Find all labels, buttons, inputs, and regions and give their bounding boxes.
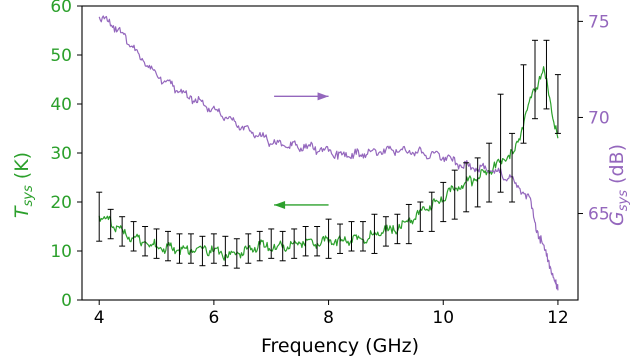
errorbar — [142, 226, 149, 257]
errorbar — [176, 233, 183, 264]
y-left-tick-label: 20 — [50, 193, 72, 213]
errorbar — [210, 233, 217, 264]
errorbar — [428, 191, 435, 232]
errorbar — [233, 238, 240, 269]
errorbar — [291, 228, 298, 259]
y-left-tick-label: 30 — [50, 144, 72, 164]
errorbar — [96, 191, 103, 242]
errorbar — [497, 93, 504, 193]
y-right-tick-label: 75 — [588, 12, 610, 32]
errorbar — [371, 213, 378, 254]
series-layer — [96, 15, 561, 291]
errorbar — [302, 226, 309, 257]
errorbar — [405, 203, 412, 245]
tsys-axis-arrow — [274, 200, 329, 209]
errorbar — [325, 218, 332, 259]
x-tick-label: 10 — [432, 308, 454, 328]
x-tick-label: 8 — [323, 308, 334, 328]
x-axis-label: Frequency (GHz) — [261, 335, 419, 357]
errorbar — [187, 233, 194, 264]
errorbar — [474, 157, 481, 208]
y-left-tick-label: 50 — [50, 46, 72, 66]
y-right-label-unit: (dB) — [606, 144, 628, 190]
y-right-tick-label: 70 — [588, 108, 610, 128]
arrow-head — [317, 92, 329, 101]
errorbar — [509, 132, 516, 203]
errorbar — [531, 39, 538, 120]
errorbar — [417, 201, 424, 232]
errorbar — [337, 223, 344, 254]
y-left-tick-label: 10 — [50, 242, 72, 262]
x-tick-label: 6 — [208, 308, 219, 328]
errorbar — [119, 216, 126, 247]
errorbar — [130, 221, 137, 252]
errorbar — [268, 228, 275, 259]
gsys-axis-arrow — [274, 92, 329, 101]
y-right-axis-label: Gsys (dB) — [606, 144, 631, 226]
y-left-label-main: T — [11, 205, 33, 218]
axis-ticks: 4 6 8 10 12 0 10 20 30 40 50 60 65 70 75 — [50, 0, 609, 328]
gsys-line — [98, 15, 559, 291]
errorbar — [256, 230, 263, 262]
errorbar — [107, 208, 114, 240]
errorbar — [348, 221, 355, 252]
y-left-tick-label: 0 — [61, 291, 72, 311]
errorbar — [451, 169, 458, 220]
errorbar — [222, 235, 229, 267]
errorbar — [440, 181, 447, 223]
y-left-axis-label: Tsys (K) — [11, 152, 36, 218]
y-left-label-sub: sys — [21, 185, 36, 206]
errorbar — [199, 235, 206, 267]
errorbar — [279, 230, 286, 262]
errorbar — [394, 213, 401, 245]
arrow-head — [274, 200, 286, 209]
x-tick-label: 4 — [94, 308, 105, 328]
y-left-label-unit: (K) — [11, 152, 33, 185]
errorbar — [486, 142, 493, 203]
y-right-label-sub: sys — [616, 190, 631, 211]
errorbar — [554, 74, 561, 134]
y-right-label-main: G — [606, 211, 628, 226]
errorbar — [382, 216, 389, 247]
y-left-tick-label: 40 — [50, 95, 72, 115]
y-left-tick-label: 60 — [50, 0, 72, 17]
y-right-tick-label: 65 — [588, 205, 610, 225]
errorbar — [153, 228, 160, 259]
errorbar — [520, 64, 527, 144]
errorbar — [463, 162, 470, 213]
errorbar — [165, 230, 172, 262]
x-tick-label: 12 — [547, 308, 569, 328]
errorbar — [245, 233, 252, 264]
errorbar — [359, 221, 366, 252]
errorbar — [314, 226, 321, 257]
errorbar — [543, 39, 550, 110]
